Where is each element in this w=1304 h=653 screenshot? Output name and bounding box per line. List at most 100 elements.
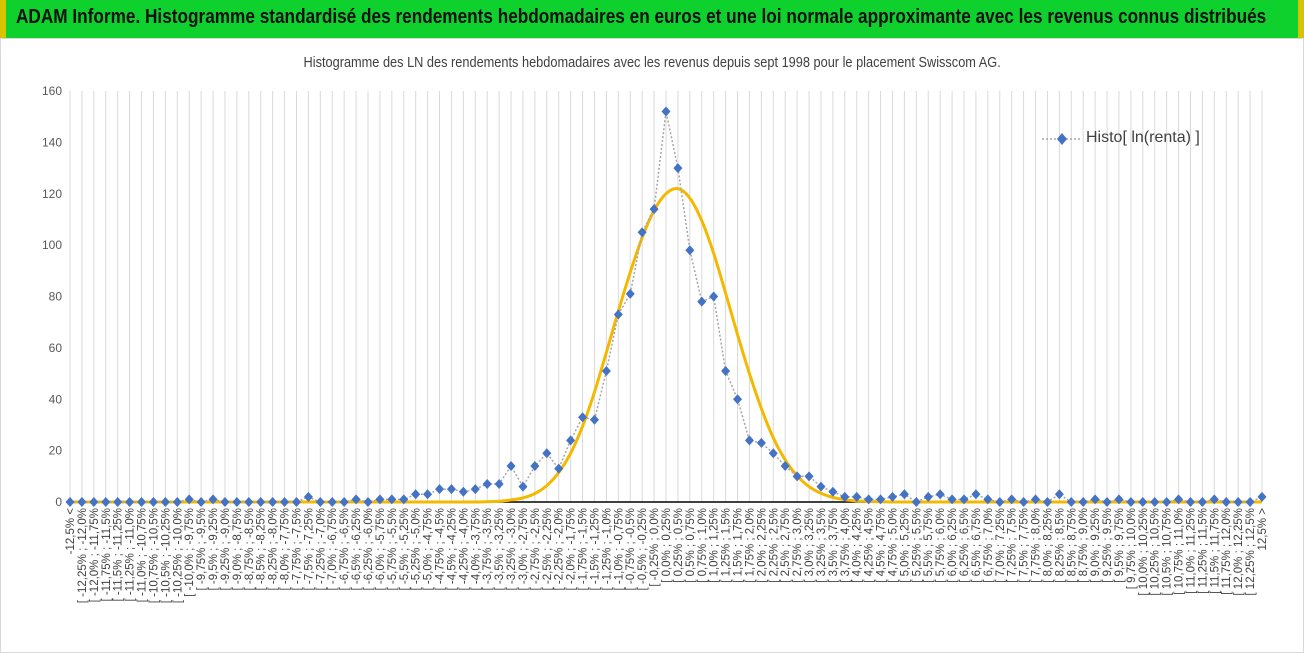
histogram-point — [89, 497, 99, 507]
x-tick-label: [ 11,25% ; 11,5% — [1197, 508, 1209, 594]
histogram-point — [1162, 497, 1172, 507]
x-tick-label: [ -1,5% ; -1,25% — [589, 508, 601, 590]
x-tick-label: [ -11,25% ; -11,0% — [125, 508, 137, 602]
x-tick-label: [ 10,0% ; 10,25% — [1138, 508, 1150, 596]
histogram-point — [673, 163, 683, 174]
x-tick-label: [ 6,5% ; 6,75% — [971, 508, 983, 583]
x-tick-label: [ 10,75% ; 11,0% — [1174, 508, 1186, 595]
histogram-point — [1114, 494, 1124, 505]
y-tick-label: 100 — [42, 238, 62, 252]
x-tick-label: [ -3,25% ; -3,0% — [506, 508, 518, 590]
x-tick-label: [ 6,25% ; 6,5% — [959, 508, 971, 583]
histogram-point — [506, 461, 516, 472]
x-tick-label: [ 0,0% ; 0,25% — [661, 508, 673, 583]
histogram-point — [113, 497, 123, 507]
x-tick-label: [ 1,75% ; 2,0% — [744, 508, 756, 583]
x-tick-label: [ -11,5% ; -11,25% — [113, 508, 125, 602]
histogram-point — [137, 497, 147, 507]
x-tick-label: [ -5,75% ; -5,5% — [387, 508, 399, 590]
x-tick-label: [ 11,5% ; 11,75% — [1209, 508, 1221, 594]
histogram-point — [589, 414, 599, 425]
x-tick-label: [ -3,5% ; -3,25% — [494, 508, 506, 590]
histogram-point — [721, 365, 731, 376]
histogram-point — [971, 489, 981, 500]
y-tick-label: 140 — [42, 135, 62, 149]
x-tick-label: [ 2,75% ; 3,0% — [792, 508, 804, 583]
legend-label: Histo[ ln(renta) ] — [1086, 129, 1200, 146]
x-tick-label: [ 2,25% ; 2,5% — [768, 508, 780, 583]
x-tick-label: [ 5,75% ; 6,0% — [935, 508, 947, 583]
x-tick-label: [ -9,75% ; -9,5% — [196, 508, 208, 590]
histogram-point — [530, 461, 540, 472]
x-tick-label: [ 10,25% ; 10,5% — [1150, 508, 1162, 596]
histogram-point — [554, 463, 564, 474]
histogram-point — [458, 486, 468, 497]
x-tick-label: [ -11,0% ; -10,75% — [137, 508, 149, 602]
x-tick-label: -12,5% < — [65, 508, 77, 555]
y-tick-label: 20 — [49, 444, 63, 458]
histogram-point — [649, 204, 659, 215]
histogram-point — [280, 497, 290, 507]
histogram-point — [184, 494, 194, 505]
histogram-point — [637, 227, 647, 238]
histogram-point — [303, 491, 313, 502]
x-tick-label: [ -7,75% ; -7,5% — [291, 508, 303, 590]
histogram-point — [315, 497, 325, 507]
chart-title-text: Histogramme des LN des rendements hebdom… — [303, 55, 1001, 71]
histogram-point — [959, 494, 969, 505]
histogram-point — [947, 494, 957, 505]
histogram-point — [1209, 494, 1219, 505]
x-tick-label: [ -2,0% ; -1,75% — [566, 508, 578, 590]
histogram-point — [256, 497, 266, 507]
x-tick-label: [ -8,5% ; -8,25% — [256, 508, 268, 590]
histogram-point — [1090, 494, 1100, 505]
histogram-point — [1007, 494, 1017, 505]
x-tick-label: [ -5,0% ; -4,75% — [423, 508, 435, 590]
histogram-point — [518, 481, 528, 492]
x-tick-label: [ 8,0% ; 8,25% — [1042, 508, 1054, 583]
x-tick-label: [ -3,0% ; -2,75% — [518, 508, 530, 590]
histogram-point — [399, 494, 409, 505]
x-tick-label: [ 5,5% ; 5,75% — [923, 508, 935, 583]
histogram-point — [77, 497, 87, 507]
x-tick-label: [ 11,75% ; 12,0% — [1221, 508, 1233, 595]
x-tick-label: [ -6,25% ; -6,0% — [363, 508, 375, 590]
x-tick-label: 12,5% > — [1257, 508, 1269, 551]
x-tick-label: [ 11,0% ; 11,25% — [1185, 508, 1197, 594]
x-tick-label: [ 7,5% ; 7,75% — [1019, 508, 1031, 583]
histogram-point — [363, 497, 373, 507]
histogram-point — [435, 484, 445, 495]
histogram-point — [160, 497, 170, 507]
report-banner: ADAM Informe. Histogramme standardisé de… — [0, 0, 1304, 38]
x-tick-label: [ 5,25% ; 5,5% — [911, 508, 923, 583]
histogram-point — [470, 484, 480, 495]
histogram-point — [1066, 497, 1076, 507]
report-title: ADAM Informe. Histogramme standardisé de… — [16, 6, 1267, 28]
histogram-point — [208, 494, 218, 505]
x-tick-label: [ -5,5% ; -5,25% — [399, 508, 411, 590]
x-tick-label: [ -0,75% ; -0,5% — [625, 508, 637, 590]
x-tick-label: [ -6,0% ; -5,75% — [375, 508, 387, 590]
histogram-point — [542, 448, 552, 459]
histogram-point — [840, 491, 850, 502]
x-tick-label: [ -6,5% ; -6,25% — [351, 508, 363, 590]
x-tick-label: [ 3,5% ; 3,75% — [828, 508, 840, 583]
histogram-point — [268, 497, 278, 507]
x-tick-label: [ -4,0% ; -3,75% — [470, 508, 482, 590]
histogram-point — [828, 486, 838, 497]
histogram-point — [351, 494, 361, 505]
histogram-point — [733, 394, 743, 405]
histogram-point — [792, 471, 802, 482]
x-tick-label: [ 2,0% ; 2,25% — [756, 508, 768, 583]
x-tick-label: [ -1,25% ; -1,0% — [601, 508, 613, 590]
histogram-point — [935, 489, 945, 500]
histogram-point — [1245, 497, 1255, 507]
legend: Histo[ ln(renta) ] — [1040, 126, 1240, 152]
x-tick-label: [ -9,0% ; -8,75% — [232, 508, 244, 590]
chart-title: Histogramme des LN des rendements hebdom… — [0, 55, 1304, 71]
x-tick-label: [ -8,75% ; -8,5% — [244, 508, 256, 590]
histogram-point — [995, 497, 1005, 507]
x-tick-label: [ 7,25% ; 7,5% — [1007, 508, 1019, 583]
x-tick-label: [ 5,0% ; 5,25% — [899, 508, 911, 583]
